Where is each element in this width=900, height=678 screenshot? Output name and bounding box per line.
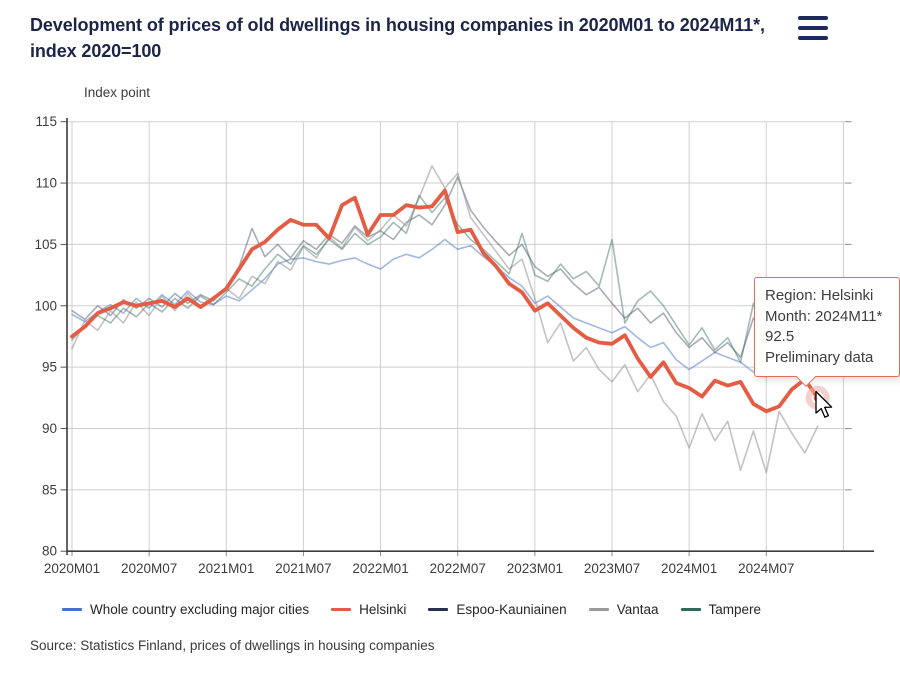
svg-text:2023M07: 2023M07 <box>584 561 640 576</box>
svg-text:2023M01: 2023M01 <box>507 561 563 576</box>
legend-item-helsinki[interactable]: Helsinki <box>331 602 406 617</box>
svg-text:90: 90 <box>42 421 57 436</box>
y-tick-labels: 80 85 90 95 100 105 110 115 <box>34 114 57 559</box>
series-line-tampere <box>71 194 819 364</box>
series-line-helsinki <box>70 188 820 414</box>
legend-label-vantaa: Vantaa <box>616 602 659 617</box>
legend-label-tampere: Tampere <box>708 602 762 617</box>
source-note: Source: Statistics Finland, prices of dw… <box>30 638 435 653</box>
legend-label-whole-country: Whole country excluding major cities <box>90 602 310 617</box>
tooltip-value-line: 92.5 <box>765 328 795 345</box>
svg-text:2022M01: 2022M01 <box>352 561 408 576</box>
series-line-vantaa <box>71 165 819 474</box>
tooltip-region-line: Region: Helsinki <box>765 287 874 304</box>
legend-label-helsinki: Helsinki <box>359 602 407 617</box>
svg-text:105: 105 <box>34 237 57 252</box>
tooltip: Region: Helsinki Month: 2024M11* 92.5 Pr… <box>754 277 900 387</box>
svg-text:2024M01: 2024M01 <box>661 561 717 576</box>
hamburger-bar <box>798 35 828 40</box>
hamburger-bar <box>798 25 828 31</box>
series-line-whole-country <box>71 238 819 378</box>
svg-text:95: 95 <box>42 360 57 375</box>
hamburger-menu-icon[interactable] <box>798 16 828 40</box>
legend-item-espoo-kauniainen[interactable]: Espoo-Kauniainen <box>428 602 567 617</box>
axis-ticks <box>60 121 852 557</box>
svg-text:2020M01: 2020M01 <box>44 561 100 576</box>
svg-text:2020M07: 2020M07 <box>121 561 177 576</box>
legend-swatch-vantaa <box>588 608 609 611</box>
legend-item-whole-country[interactable]: Whole country excluding major cities <box>62 602 309 617</box>
mouse-cursor-icon <box>815 391 833 418</box>
svg-text:2021M07: 2021M07 <box>275 561 331 576</box>
svg-text:2021M01: 2021M01 <box>198 561 254 576</box>
gridlines <box>67 121 845 552</box>
chart-title-line1: Development of prices of old dwellings i… <box>30 15 765 35</box>
legend-item-tampere[interactable]: Tampere <box>680 602 762 617</box>
y-axis-title: Index point <box>84 85 151 100</box>
svg-text:100: 100 <box>34 298 57 313</box>
legend-swatch-helsinki <box>331 608 352 611</box>
svg-text:110: 110 <box>35 176 57 191</box>
svg-text:2024M07: 2024M07 <box>738 561 794 576</box>
svg-text:2022M07: 2022M07 <box>430 561 486 576</box>
chart-plot[interactable]: 80 85 90 95 100 105 110 115 2020M01 2020M07 2021M0… <box>0 0 900 596</box>
legend-label-espoo-kauniainen: Espoo-Kauniainen <box>456 602 567 617</box>
svg-text:115: 115 <box>35 114 57 129</box>
legend-swatch-whole-country <box>62 608 82 611</box>
chart-title: Development of prices of old dwellings i… <box>30 12 800 64</box>
legend-swatch-tampere <box>680 608 701 611</box>
svg-text:80: 80 <box>42 544 57 559</box>
tooltip-month-line: Month: 2024M11* <box>765 307 883 325</box>
svg-text:85: 85 <box>42 482 57 497</box>
series-line-espoo-kauniainen <box>71 176 819 359</box>
legend-item-vantaa[interactable]: Vantaa <box>588 602 659 617</box>
chart-title-line2: index 2020=100 <box>30 41 162 62</box>
x-tick-labels: 2020M01 2020M07 2021M01 2021M07 2022M01 2022M… <box>44 561 795 576</box>
legend-swatch-espoo-kauniainen <box>428 608 449 611</box>
chart-legend: Whole country excluding major cities Hel… <box>62 602 761 617</box>
tooltip-note-line: Preliminary data <box>765 348 874 366</box>
hamburger-bar <box>798 16 828 21</box>
